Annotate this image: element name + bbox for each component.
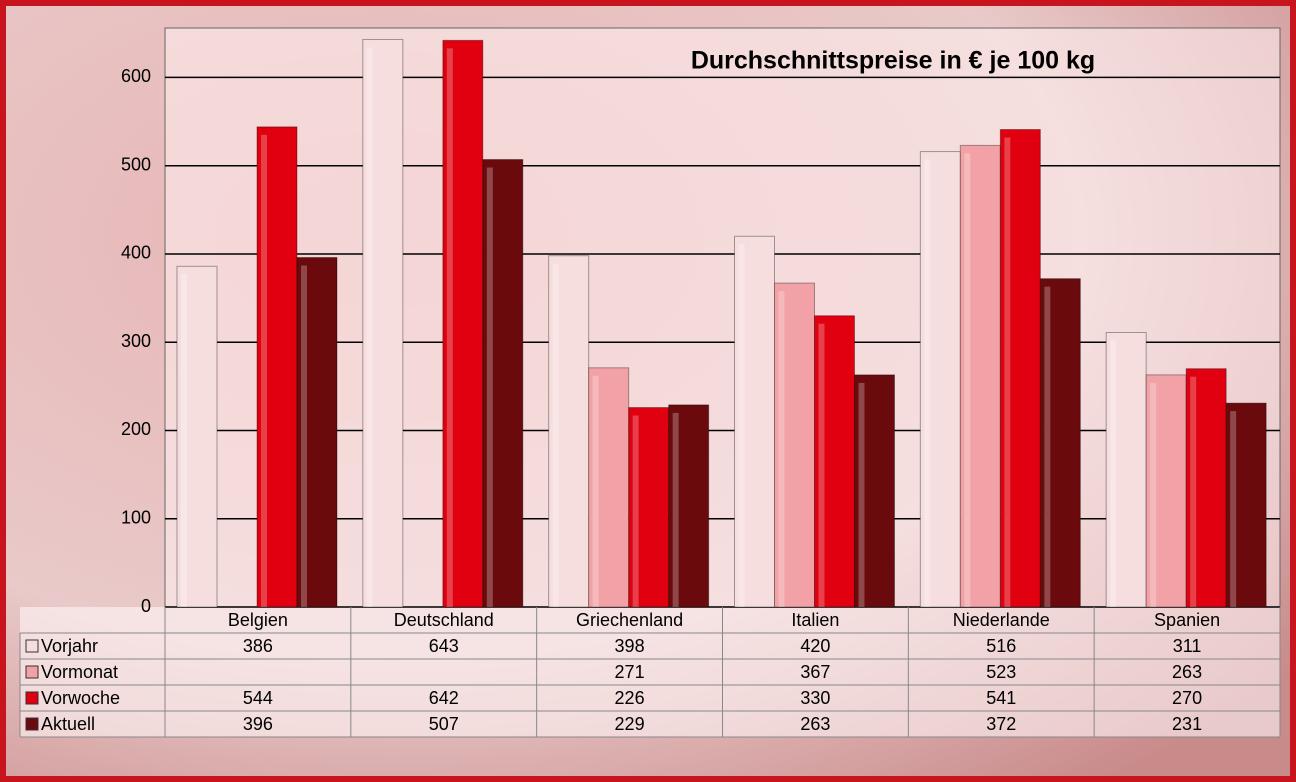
table-value: 541 (986, 688, 1016, 708)
y-tick-label: 0 (141, 596, 151, 616)
bar (1185, 368, 1227, 608)
bar (442, 39, 484, 608)
bar-highlight (1150, 382, 1157, 607)
bar (1225, 402, 1267, 608)
x-tick-label: Italien (791, 610, 839, 630)
x-tick-label: Niederlande (953, 610, 1050, 630)
table-value: 642 (429, 688, 459, 708)
y-tick-label: 600 (121, 66, 151, 86)
legend-swatch (25, 717, 39, 731)
table-value: 386 (243, 636, 273, 656)
table-value: 396 (243, 714, 273, 734)
legend-label: Vorjahr (41, 636, 98, 656)
bar (176, 265, 218, 608)
table-value: 226 (615, 688, 645, 708)
table-value: 271 (615, 662, 645, 682)
bar (1105, 332, 1147, 608)
plot-area (164, 27, 1281, 608)
table-value: 643 (429, 636, 459, 656)
bar-highlight (552, 263, 559, 607)
bar (774, 282, 815, 608)
bar (734, 235, 775, 608)
y-tick-label: 400 (121, 243, 151, 263)
bar-highlight (1230, 411, 1237, 607)
table-value: 311 (1173, 636, 1202, 656)
legend-label: Aktuell (41, 714, 95, 734)
bar-highlight (964, 153, 971, 607)
bar-highlight (1190, 376, 1197, 607)
bar-highlight (672, 412, 679, 607)
y-tick-label: 200 (121, 419, 151, 439)
table-value: 372 (986, 714, 1016, 734)
bar-highlight (818, 323, 825, 607)
bar (548, 255, 590, 608)
x-tick-label: Deutschland (394, 610, 494, 630)
legend-label: Vorwoche (41, 688, 120, 708)
bar (919, 151, 961, 608)
bar-highlight (632, 415, 639, 607)
bar (588, 367, 630, 608)
bar (482, 159, 524, 608)
y-tick-label: 500 (121, 154, 151, 174)
table-value: 263 (800, 714, 830, 734)
bar-highlight (446, 48, 453, 608)
legend-swatch (25, 665, 39, 679)
table-value: 330 (800, 688, 830, 708)
table-value: 367 (800, 662, 830, 682)
bar (296, 256, 338, 608)
table-value: 516 (986, 636, 1016, 656)
bar (668, 404, 710, 608)
y-tick-label: 100 (121, 507, 151, 527)
bar (256, 126, 298, 608)
table-value: 420 (800, 636, 830, 656)
table-value: 229 (615, 714, 645, 734)
bar (1145, 374, 1187, 608)
bar-highlight (924, 159, 931, 607)
bar (854, 374, 895, 608)
bar (959, 144, 1001, 608)
table-value: 507 (429, 714, 459, 734)
legend-swatch (25, 691, 39, 705)
bar (1039, 278, 1081, 608)
bar (362, 38, 404, 608)
table-value: 523 (986, 662, 1016, 682)
bar (628, 407, 670, 608)
bar-highlight (1110, 340, 1117, 607)
bar-highlight (301, 265, 307, 607)
x-tick-label: Belgien (228, 610, 288, 630)
legend-label: Vormonat (41, 662, 118, 682)
table-value: 231 (1172, 714, 1202, 734)
table-value: 544 (243, 688, 273, 708)
x-tick-label: Griechenland (576, 610, 683, 630)
x-tick-label: Spanien (1154, 610, 1220, 630)
y-tick-label: 300 (121, 331, 151, 351)
table-value: 398 (615, 636, 645, 656)
chart-title: Durchschnittspreise in € je 100 kg (691, 47, 1095, 75)
table-value: 270 (1172, 688, 1202, 708)
data-table (20, 607, 1280, 737)
bar-highlight (778, 291, 785, 607)
bar-highlight (486, 167, 493, 607)
table-value: 263 (1172, 662, 1202, 682)
bar-highlight (366, 47, 373, 608)
legend-swatch (25, 639, 39, 653)
bar-highlight (181, 274, 187, 607)
bar-highlight (592, 375, 599, 607)
bar-highlight (1004, 137, 1011, 607)
bar (999, 129, 1041, 608)
bar (814, 315, 855, 608)
bar-highlight (1044, 286, 1051, 607)
bar-highlight (738, 244, 745, 608)
bar-highlight (858, 382, 865, 607)
bar-highlight (261, 134, 267, 608)
